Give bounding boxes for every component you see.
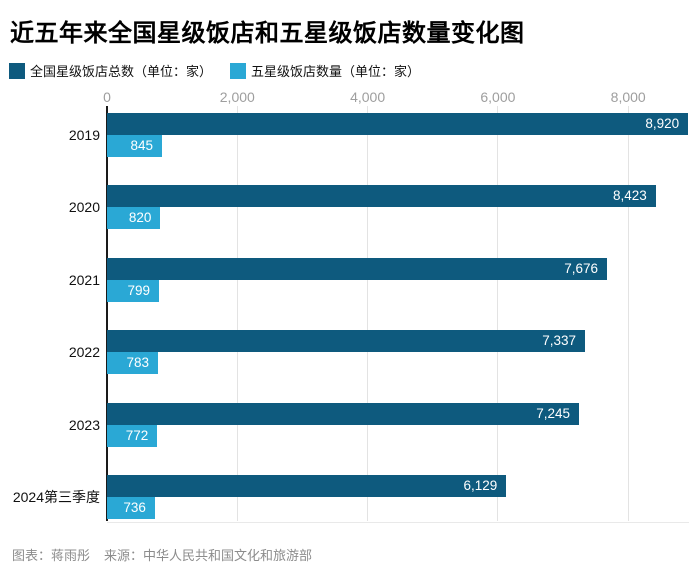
total-bar: 8,920 (107, 113, 689, 135)
legend-label: 全国星级饭店总数（单位：家） (30, 64, 213, 79)
footer-credit: 图表：蒋雨彤 (12, 548, 91, 563)
category-label: 2020 (68, 199, 100, 216)
legend-item-total: 全国星级饭店总数（单位：家） (9, 61, 212, 80)
five-star-bar: 772 (107, 424, 158, 447)
five-star-bar: 736 (107, 497, 155, 519)
total-bar: 7,245 (107, 402, 579, 425)
five-star-bar: 820 (107, 207, 161, 230)
page-title: 近五年来全国星级饭店和五星级饭店数量变化图 (10, 20, 525, 47)
total-series-swatch-icon (9, 62, 25, 79)
gridline (497, 106, 499, 521)
x-axis-tick-label: 8,000 (610, 89, 646, 105)
category-label: 2022 (68, 344, 100, 361)
bar-value-label: 6,129 (463, 478, 498, 493)
category-label: 2021 (68, 271, 100, 288)
bar-value-label: 8,920 (645, 116, 680, 131)
gridline (367, 106, 369, 521)
legend-label: 五星级饭店数量（单位：家） (251, 64, 421, 79)
gridline (236, 106, 238, 521)
total-bar: 6,129 (107, 475, 507, 497)
bar-value-label: 7,676 (564, 260, 599, 276)
bar-value-label: 799 (127, 282, 151, 298)
bar-value-label: 736 (123, 500, 146, 515)
chart-footer: 图表：蒋雨彤 来源：中华人民共和国文化和旅游部 (12, 545, 312, 564)
category-label: 2024第三季度 (12, 489, 100, 505)
five-star-bar: 845 (107, 135, 163, 157)
bar-value-label: 772 (125, 427, 149, 443)
bar-value-label: 820 (128, 210, 152, 226)
category-label: 2019 (68, 127, 100, 143)
category-label: 2023 (68, 416, 100, 433)
bar-value-label: 783 (126, 355, 149, 371)
total-bar: 7,337 (107, 330, 585, 353)
legend-item-five-star: 五星级饭店数量（单位：家） (230, 61, 420, 80)
gridline (627, 106, 629, 521)
x-axis-tick-label: 2,000 (219, 89, 255, 105)
x-axis-tick-label: 4,000 (350, 89, 386, 105)
x-axis-tick-label: 0 (103, 89, 111, 105)
footer-source: 来源：中华人民共和国文化和旅游部 (104, 548, 313, 563)
bar-value-label: 845 (130, 138, 154, 153)
x-axis-tick-label: 6,000 (480, 89, 516, 105)
y-axis-line (106, 106, 108, 521)
total-bar: 8,423 (107, 185, 656, 208)
bar-value-label: 7,245 (536, 405, 570, 421)
five-star-bar: 799 (107, 279, 160, 302)
bar-value-label: 7,337 (542, 333, 576, 349)
total-bar: 7,676 (107, 257, 608, 280)
five-star-bar: 783 (107, 352, 158, 375)
bar-value-label: 8,423 (612, 188, 647, 204)
five-star-series-swatch-icon (230, 62, 246, 79)
plot-bottom-border (107, 522, 689, 523)
